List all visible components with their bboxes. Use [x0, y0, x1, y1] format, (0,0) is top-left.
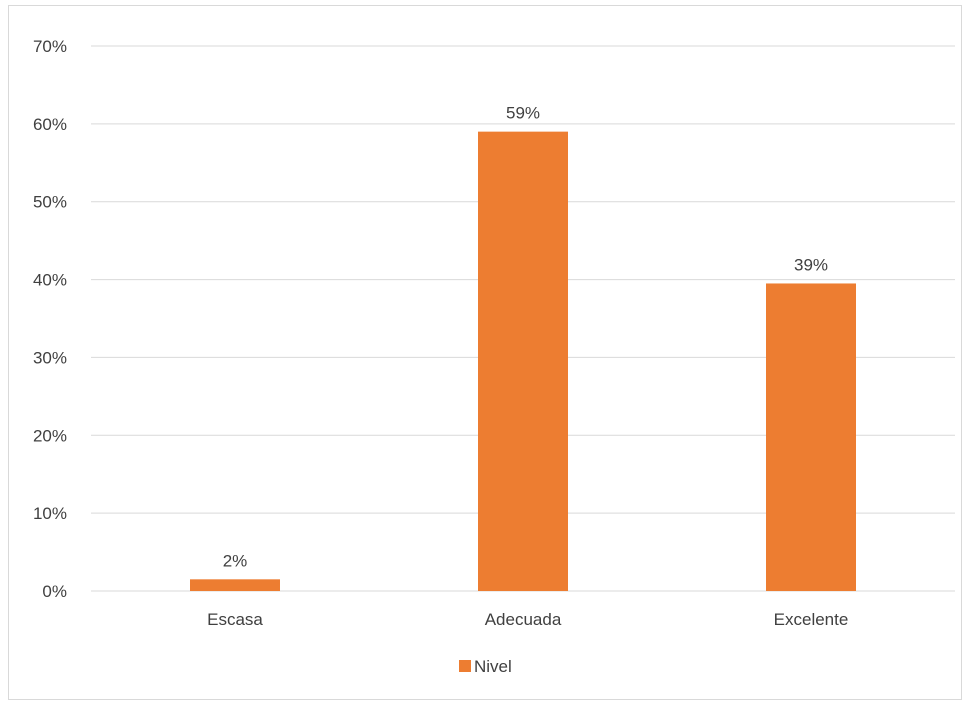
data-label-escasa: 2% — [223, 551, 248, 570]
bar-excelente — [766, 283, 856, 591]
x-tick-label-escasa: Escasa — [207, 610, 263, 629]
legend-swatch-nivel — [459, 660, 471, 672]
bar-adecuada — [478, 131, 568, 591]
bar-escasa — [190, 579, 280, 591]
x-axis-tick-labels: Escasa Adecuada Excelente — [207, 610, 848, 629]
data-label-excelente: 39% — [794, 255, 828, 274]
y-tick-label: 0% — [42, 582, 67, 601]
data-label-adecuada: 59% — [506, 104, 540, 123]
y-tick-label: 30% — [33, 348, 67, 367]
bars — [190, 131, 856, 591]
y-tick-label: 20% — [33, 426, 67, 445]
x-tick-label-excelente: Excelente — [774, 610, 849, 629]
y-tick-label: 10% — [33, 504, 67, 523]
bar-chart: 0% 10% 20% 30% 40% 50% 60% 70% 2% 59% 39% Escasa A… — [33, 37, 955, 676]
y-tick-label: 40% — [33, 271, 67, 290]
legend-label-nivel: Nivel — [474, 657, 512, 676]
y-tick-label: 50% — [33, 193, 67, 212]
y-tick-label: 70% — [33, 37, 67, 56]
legend: Nivel — [459, 657, 512, 676]
data-labels: 2% 59% 39% — [223, 104, 828, 571]
y-axis-tick-labels: 0% 10% 20% 30% 40% 50% 60% 70% — [33, 37, 67, 601]
y-tick-label: 60% — [33, 115, 67, 134]
x-tick-label-adecuada: Adecuada — [485, 610, 562, 629]
chart-frame: 0% 10% 20% 30% 40% 50% 60% 70% 2% 59% 39% Escasa A… — [8, 5, 962, 700]
